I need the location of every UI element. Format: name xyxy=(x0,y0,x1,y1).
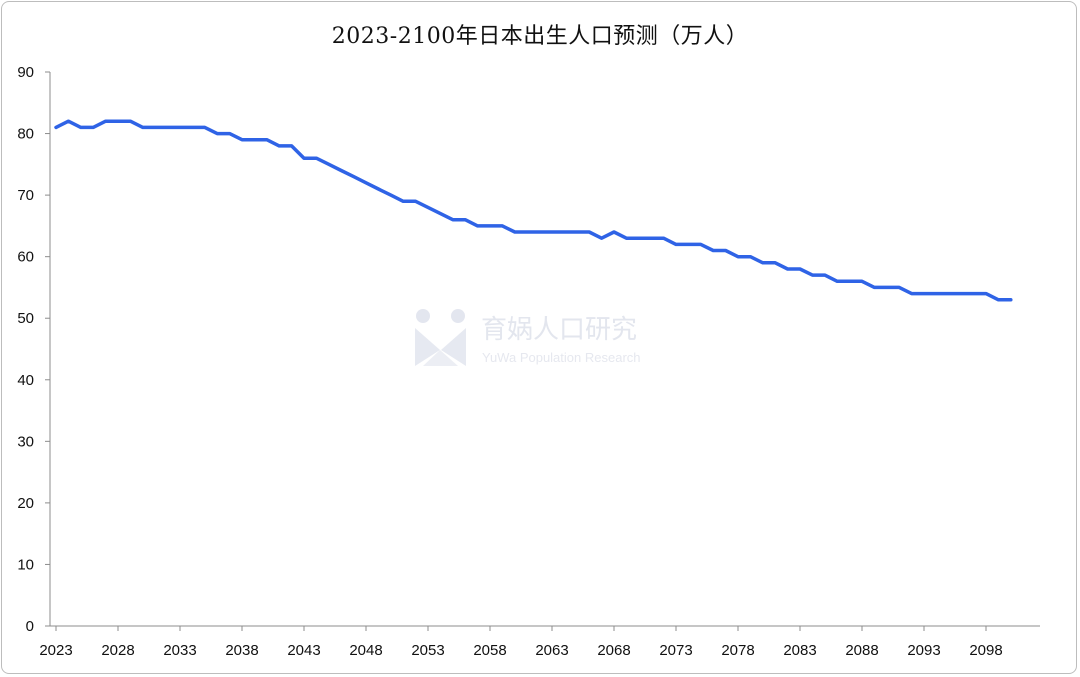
x-tick-label: 2023 xyxy=(39,642,72,659)
y-tick-label: 50 xyxy=(17,310,34,327)
x-tick-label: 2073 xyxy=(659,642,692,659)
x-tick-label: 2083 xyxy=(783,642,816,659)
y-tick-label: 0 xyxy=(26,618,34,635)
y-tick-label: 90 xyxy=(17,64,34,81)
x-tick-label: 2053 xyxy=(411,642,444,659)
y-tick-label: 20 xyxy=(17,495,34,512)
watermark-text: 育娲人口研究 xyxy=(481,315,637,345)
x-tick-label: 2043 xyxy=(287,642,320,659)
x-tick-label: 2028 xyxy=(101,642,134,659)
y-tick-label: 10 xyxy=(17,556,34,573)
x-tick-label: 2078 xyxy=(721,642,754,659)
y-tick-label: 30 xyxy=(17,433,34,450)
x-tick-label: 2048 xyxy=(349,642,382,659)
y-tick-label: 60 xyxy=(17,249,34,266)
x-tick-label: 2063 xyxy=(535,642,568,659)
watermark-logo-icon xyxy=(415,309,466,366)
x-tick-label: 2038 xyxy=(225,642,258,659)
y-tick-label: 80 xyxy=(17,126,34,143)
y-tick-label: 40 xyxy=(17,372,34,389)
x-tick-label: 2088 xyxy=(845,642,878,659)
chart-title: 2023-2100年日本出生人口预测（万人） xyxy=(331,24,749,49)
watermark-subtext: YuWa Population Research xyxy=(482,350,641,365)
x-tick-label: 2093 xyxy=(907,642,940,659)
x-tick-label: 2058 xyxy=(473,642,506,659)
watermark: 育娲人口研究 YuWa Population Research xyxy=(415,309,641,366)
x-tick-label: 2068 xyxy=(597,642,630,659)
series-line xyxy=(54,119,1013,302)
y-tick-label: 70 xyxy=(17,187,34,204)
x-tick-label: 2098 xyxy=(969,642,1002,659)
x-tick-label: 2033 xyxy=(163,642,196,659)
